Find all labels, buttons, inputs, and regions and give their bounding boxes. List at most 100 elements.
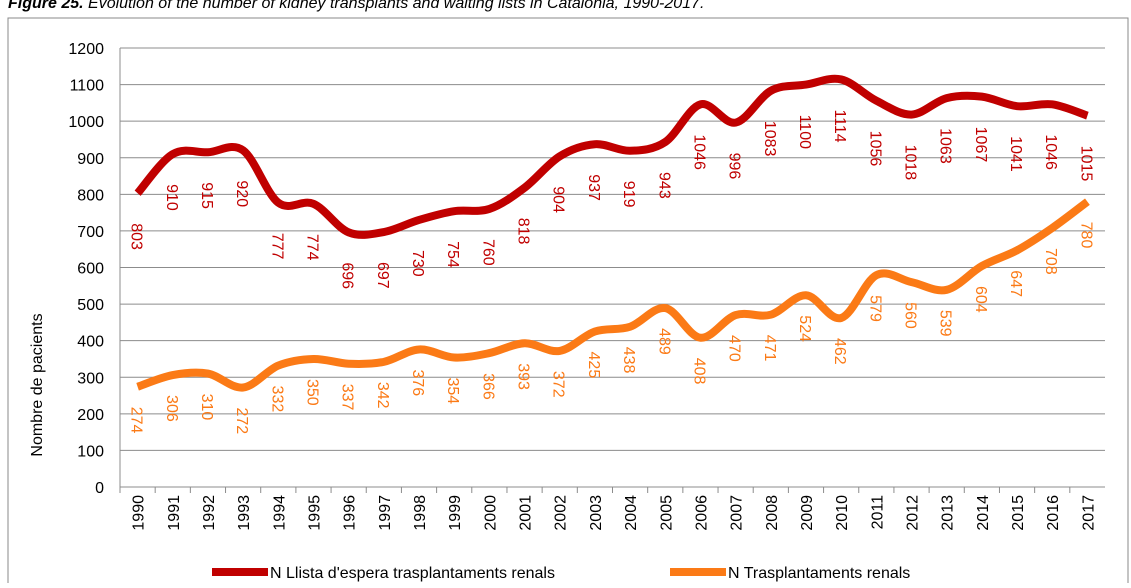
data-label: 354 — [444, 377, 461, 404]
data-label: 274 — [128, 407, 145, 434]
data-label: 1067 — [972, 127, 989, 163]
x-tick-label: 2007 — [729, 495, 746, 531]
x-tick-label: 2015 — [1010, 495, 1027, 531]
x-tick-label: 2002 — [553, 495, 570, 531]
data-label: 777 — [268, 233, 285, 260]
data-label: 803 — [128, 223, 145, 250]
y-tick-label: 400 — [77, 334, 104, 351]
data-label: 462 — [831, 338, 848, 365]
data-label: 438 — [620, 347, 637, 374]
title-text: Evolution of the number of kidney transp… — [84, 0, 705, 12]
data-label: 489 — [655, 328, 672, 355]
chart-frame — [7, 17, 1129, 588]
x-tick-label: 1994 — [271, 495, 288, 531]
data-label: 910 — [163, 184, 180, 211]
y-tick-label: 200 — [77, 407, 104, 424]
data-label: 471 — [761, 335, 778, 362]
x-tick-label: 1993 — [236, 495, 253, 531]
data-label: 818 — [515, 218, 532, 245]
data-label: 350 — [303, 379, 320, 406]
data-label: 1063 — [937, 128, 954, 164]
x-tick-label: 2012 — [905, 495, 922, 531]
x-tick-label: 1998 — [412, 495, 429, 531]
x-tick-label: 1996 — [342, 495, 359, 531]
data-label: 647 — [1007, 270, 1024, 297]
y-tick-label: 900 — [77, 151, 104, 168]
data-label: 470 — [726, 335, 743, 362]
data-label: 1114 — [831, 109, 848, 142]
x-tick-label: 2005 — [658, 495, 675, 531]
x-tick-label: 2004 — [623, 495, 640, 531]
y-tick-label: 800 — [77, 187, 104, 204]
data-label: 376 — [409, 369, 426, 396]
data-label: 754 — [444, 241, 461, 268]
y-tick-label: 1100 — [70, 78, 105, 95]
title-label: Figure 25. — [8, 0, 84, 12]
data-label: 337 — [339, 384, 356, 411]
data-label: 372 — [550, 371, 567, 398]
data-label: 560 — [902, 302, 919, 329]
data-label: 1100 — [796, 115, 813, 150]
data-label: 780 — [1077, 222, 1094, 249]
data-label: 1015 — [1077, 146, 1094, 182]
chart-title: Figure 25. Evolution of the number of ki… — [8, 0, 704, 12]
data-label: 1046 — [690, 134, 707, 170]
data-label: 604 — [972, 286, 989, 313]
data-label: 730 — [409, 250, 426, 277]
x-tick-label: 1992 — [201, 495, 218, 531]
x-tick-label: 2010 — [834, 495, 851, 531]
legend-label: N Llista d'espera trasplantaments renals — [270, 565, 555, 582]
x-tick-label: 2017 — [1080, 495, 1097, 531]
data-label: 1046 — [1042, 134, 1059, 170]
data-label: 272 — [233, 407, 250, 434]
data-label: 937 — [585, 174, 602, 201]
series-line — [136, 198, 1090, 392]
data-label: 1056 — [866, 131, 883, 167]
data-label: 579 — [866, 295, 883, 322]
y-tick-label: 600 — [77, 261, 104, 278]
data-label: 1018 — [902, 145, 919, 181]
y-axis-label: Nombre de pacients — [29, 313, 46, 456]
data-label: 943 — [655, 172, 672, 199]
x-tick-label: 2014 — [975, 495, 992, 531]
data-label: 1083 — [761, 121, 778, 157]
data-label: 920 — [233, 180, 250, 207]
x-tick-label: 2003 — [588, 495, 605, 531]
data-label: 342 — [374, 382, 391, 409]
x-tick-label: 2016 — [1045, 495, 1062, 531]
data-label: 774 — [303, 234, 320, 261]
data-label: 408 — [690, 358, 707, 385]
data-label: 393 — [515, 363, 532, 390]
data-label: 539 — [937, 310, 954, 337]
data-label: 1041 — [1007, 136, 1024, 172]
x-tick-label: 2011 — [869, 495, 886, 530]
x-tick-label: 2008 — [764, 495, 781, 531]
x-tick-label: 1991 — [166, 495, 183, 531]
x-tick-label: 1995 — [306, 495, 323, 531]
x-tick-label: 2006 — [693, 495, 710, 531]
y-tick-label: 500 — [77, 297, 104, 314]
data-label: 332 — [268, 386, 285, 413]
y-tick-label: 100 — [77, 443, 104, 460]
data-label: 697 — [374, 262, 391, 289]
data-label: 919 — [620, 181, 637, 208]
y-tick-label: 700 — [77, 224, 104, 241]
y-tick-label: 1200 — [68, 41, 104, 58]
data-label: 524 — [796, 315, 813, 342]
y-tick-label: 300 — [77, 370, 104, 387]
x-tick-label: 2001 — [518, 495, 535, 531]
data-label: 366 — [479, 373, 496, 400]
legend-label: N Trasplantaments renals — [728, 565, 910, 582]
data-label: 306 — [163, 395, 180, 422]
data-label: 425 — [585, 352, 602, 379]
x-tick-label: 2009 — [799, 495, 816, 531]
x-tick-label: 1997 — [377, 495, 394, 531]
x-tick-label: 2013 — [940, 495, 957, 531]
data-label: 310 — [198, 394, 215, 421]
data-label: 696 — [339, 262, 356, 289]
y-tick-label: 1000 — [68, 114, 104, 131]
x-tick-label: 1999 — [447, 495, 464, 531]
data-label: 760 — [479, 239, 496, 266]
data-label: 996 — [726, 153, 743, 180]
